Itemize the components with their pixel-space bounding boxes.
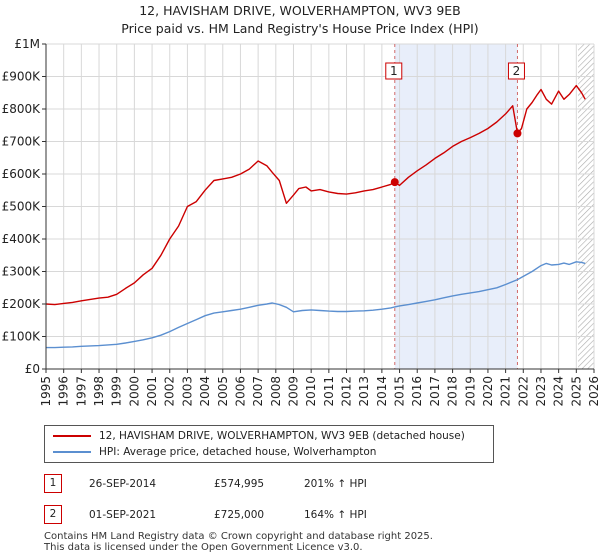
sale-date: 01-SEP-2021 bbox=[89, 509, 157, 521]
x-tick-label: 1997 bbox=[74, 376, 88, 407]
x-tick-label: 2006 bbox=[233, 376, 247, 407]
legend-item-property: 12, HAVISHAM DRIVE, WOLVERHAMPTON, WV3 9… bbox=[53, 428, 465, 444]
footer-line-2: This data is licensed under the Open Gov… bbox=[44, 542, 363, 553]
x-tick-label: 2000 bbox=[127, 376, 141, 407]
sale-marker-box bbox=[507, 62, 525, 80]
property-price-line bbox=[45, 84, 586, 306]
x-tick-label: 1998 bbox=[92, 376, 106, 407]
x-tick-label: 2013 bbox=[357, 376, 371, 407]
x-tick-label: 1996 bbox=[57, 376, 71, 407]
footer-line-1: Contains HM Land Registry data © Crown c… bbox=[44, 531, 433, 542]
y-tick-label: £300K bbox=[2, 265, 42, 279]
sale-date: 26-SEP-2014 bbox=[89, 478, 157, 490]
sale-price: £574,995 bbox=[214, 478, 265, 490]
property-line-swatch bbox=[53, 435, 91, 437]
hpi-line bbox=[46, 261, 586, 349]
sale-price: £725,000 bbox=[214, 509, 265, 521]
x-tick-label: 2005 bbox=[216, 376, 230, 407]
sale-number-badge: 1 bbox=[44, 474, 62, 493]
x-tick-label: 2002 bbox=[163, 376, 177, 407]
x-tick-label: 2008 bbox=[269, 376, 283, 407]
title-line-1: 12, HAVISHAM DRIVE, WOLVERHAMPTON, WV3 9… bbox=[139, 3, 461, 18]
x-tick-label: 2016 bbox=[410, 376, 424, 407]
y-tick-label: £600K bbox=[2, 167, 42, 181]
x-tick-label: 2024 bbox=[552, 376, 566, 407]
chart-title: 12, HAVISHAM DRIVE, WOLVERHAMPTON, WV3 9… bbox=[0, 2, 600, 38]
x-tick-label: 2026 bbox=[587, 376, 600, 407]
sale-number-badge: 2 bbox=[44, 505, 62, 524]
sale-point bbox=[390, 178, 399, 187]
price-chart: 1 2 £0 £100K £200K £300K £400K £500K £600K £700K… bbox=[2, 37, 600, 407]
x-tick-label: 2020 bbox=[481, 376, 495, 407]
sale-marker-number: 2 bbox=[513, 64, 521, 78]
x-tick-label: 2007 bbox=[251, 376, 265, 407]
legend-hpi-label: HPI: Average price, detached house, Wolv… bbox=[99, 446, 377, 458]
x-tick-label: 2001 bbox=[145, 376, 159, 407]
x-tick-label: 2009 bbox=[286, 376, 300, 407]
y-tick-label: £500K bbox=[2, 200, 42, 214]
y-tick-label: £0 bbox=[25, 362, 40, 376]
x-tick-label: 2023 bbox=[534, 376, 548, 407]
y-tick-label: £900K bbox=[2, 70, 42, 84]
x-tick-label: 1995 bbox=[39, 376, 53, 407]
x-tick-label: 2012 bbox=[340, 376, 354, 407]
x-tick-label: 1999 bbox=[110, 376, 124, 407]
x-tick-label: 2022 bbox=[516, 376, 530, 407]
x-tick-label: 2015 bbox=[393, 376, 407, 407]
y-tick-label: £100K bbox=[2, 330, 42, 344]
sale-hpi-change: 201% ↑ HPI bbox=[304, 478, 367, 490]
footer: Contains HM Land Registry data © Crown c… bbox=[44, 531, 433, 553]
x-tick-label: 2019 bbox=[463, 376, 477, 407]
hpi-line-swatch bbox=[53, 451, 91, 453]
x-tick-label: 2017 bbox=[428, 376, 442, 407]
y-tick-label: £700K bbox=[2, 135, 42, 149]
sale-hpi-change: 164% ↑ HPI bbox=[304, 509, 367, 521]
y-tick-label: £400K bbox=[2, 232, 42, 246]
x-tick-label: 2021 bbox=[499, 376, 513, 407]
x-tick-label: 2003 bbox=[180, 376, 194, 407]
title-line-2: Price paid vs. HM Land Registry's House … bbox=[121, 21, 479, 36]
y-tick-label: £200K bbox=[2, 297, 42, 311]
x-tick-label: 2011 bbox=[322, 376, 336, 407]
sale-marker-box bbox=[385, 62, 403, 80]
x-tick-label: 2004 bbox=[198, 376, 212, 407]
y-tick-label: £1M bbox=[14, 37, 40, 51]
sale-marker-number: 1 bbox=[390, 64, 398, 78]
legend-item-hpi: HPI: Average price, detached house, Wolv… bbox=[53, 444, 376, 460]
legend: 12, HAVISHAM DRIVE, WOLVERHAMPTON, WV3 9… bbox=[44, 425, 494, 463]
legend-property-label: 12, HAVISHAM DRIVE, WOLVERHAMPTON, WV3 9… bbox=[99, 430, 465, 442]
x-tick-label: 2018 bbox=[446, 376, 460, 407]
x-tick-label: 2010 bbox=[304, 376, 318, 407]
y-tick-label: £800K bbox=[2, 102, 42, 116]
x-tick-label: 2025 bbox=[569, 376, 583, 407]
sale-point bbox=[513, 129, 522, 138]
x-tick-label: 2014 bbox=[375, 376, 389, 407]
